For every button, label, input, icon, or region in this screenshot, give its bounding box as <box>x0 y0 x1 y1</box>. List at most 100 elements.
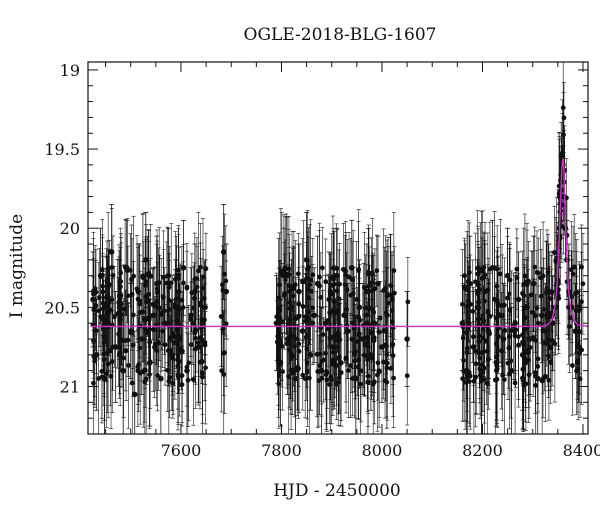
texture-point <box>473 327 479 428</box>
data-marker <box>318 367 325 374</box>
plot-frame <box>87 61 589 435</box>
texture-point <box>336 342 342 414</box>
data-marker <box>112 344 119 350</box>
texture-point <box>570 315 575 416</box>
data-point <box>519 299 526 411</box>
texture-point <box>140 213 146 339</box>
data-marker <box>184 367 190 374</box>
data-marker <box>356 304 363 311</box>
data-point <box>371 275 378 372</box>
data-marker <box>322 320 329 326</box>
data-marker <box>329 344 336 350</box>
data-marker <box>116 304 123 311</box>
texture-point <box>295 232 301 315</box>
texture-point <box>106 248 112 356</box>
data-marker <box>482 288 488 295</box>
data-marker <box>500 336 507 342</box>
data-marker <box>512 320 518 326</box>
data-marker <box>173 304 179 311</box>
texture-point <box>356 299 362 420</box>
data-marker <box>147 359 153 366</box>
texture-point <box>223 225 229 337</box>
texture-point <box>349 240 355 319</box>
data-point <box>459 275 466 372</box>
texture-point <box>523 304 528 423</box>
chart-title: OGLE-2018-BLG-1607 <box>244 25 437 45</box>
texture-point <box>130 261 136 369</box>
data-point <box>356 259 363 356</box>
texture-point <box>369 218 375 330</box>
data-marker <box>542 328 549 334</box>
data-point <box>550 275 556 372</box>
data-point <box>341 267 348 364</box>
data-marker <box>489 264 496 271</box>
texture-point <box>467 222 472 323</box>
data-marker <box>546 288 552 295</box>
data-marker <box>508 367 515 374</box>
data-marker <box>150 312 157 319</box>
data-marker <box>123 264 130 271</box>
data-point <box>326 251 333 348</box>
texture-point <box>346 323 351 418</box>
texture-point <box>168 223 174 343</box>
data-marker <box>470 344 477 350</box>
model-curve-layer <box>90 158 589 328</box>
texture-point <box>179 246 185 355</box>
data-point <box>349 219 355 316</box>
texture-point <box>136 317 142 412</box>
texture-point <box>123 289 129 392</box>
data-marker <box>281 272 287 279</box>
data-marker <box>154 280 160 287</box>
data-marker <box>459 320 466 326</box>
data-marker <box>177 336 183 342</box>
texture-point <box>179 291 185 412</box>
data-point <box>192 243 198 340</box>
data-marker <box>527 336 534 342</box>
texture-point <box>167 336 172 418</box>
x-tick-label: 8400 <box>563 441 600 460</box>
texture-point <box>166 253 172 366</box>
data-marker <box>303 257 310 263</box>
data-point <box>123 219 130 316</box>
texture-point <box>561 82 567 154</box>
texture-point <box>145 263 151 337</box>
texture-point <box>472 232 478 331</box>
data-point <box>515 251 522 348</box>
data-marker <box>375 280 381 287</box>
texture-point <box>185 333 191 427</box>
texture-point <box>280 332 285 411</box>
data-point <box>485 283 492 379</box>
data-marker <box>463 367 470 374</box>
data-marker <box>223 288 229 295</box>
data-point <box>223 243 229 340</box>
data-marker <box>169 352 175 358</box>
data-point <box>120 306 126 435</box>
data-marker <box>120 367 126 374</box>
data-marker <box>550 320 556 326</box>
data-marker <box>326 296 333 303</box>
data-marker <box>296 288 302 295</box>
data-marker <box>284 336 291 342</box>
data-point <box>273 275 280 372</box>
texture-point <box>121 298 126 418</box>
data-point <box>504 227 511 324</box>
data-marker <box>523 304 530 311</box>
data-marker <box>90 296 96 303</box>
data-point <box>165 227 172 324</box>
model-curve <box>90 158 589 328</box>
texture-point <box>318 252 324 343</box>
data-point <box>576 291 582 403</box>
texture-point <box>391 246 397 340</box>
data-marker <box>97 272 104 279</box>
data-point <box>474 259 481 356</box>
data-marker <box>220 249 227 255</box>
data-marker <box>311 312 317 319</box>
texture-point <box>300 220 306 344</box>
texture-point <box>388 333 394 404</box>
data-marker <box>389 296 395 303</box>
texture-point <box>276 232 282 338</box>
data-point <box>142 211 149 308</box>
data-point <box>169 299 175 411</box>
texture-point <box>92 325 98 397</box>
